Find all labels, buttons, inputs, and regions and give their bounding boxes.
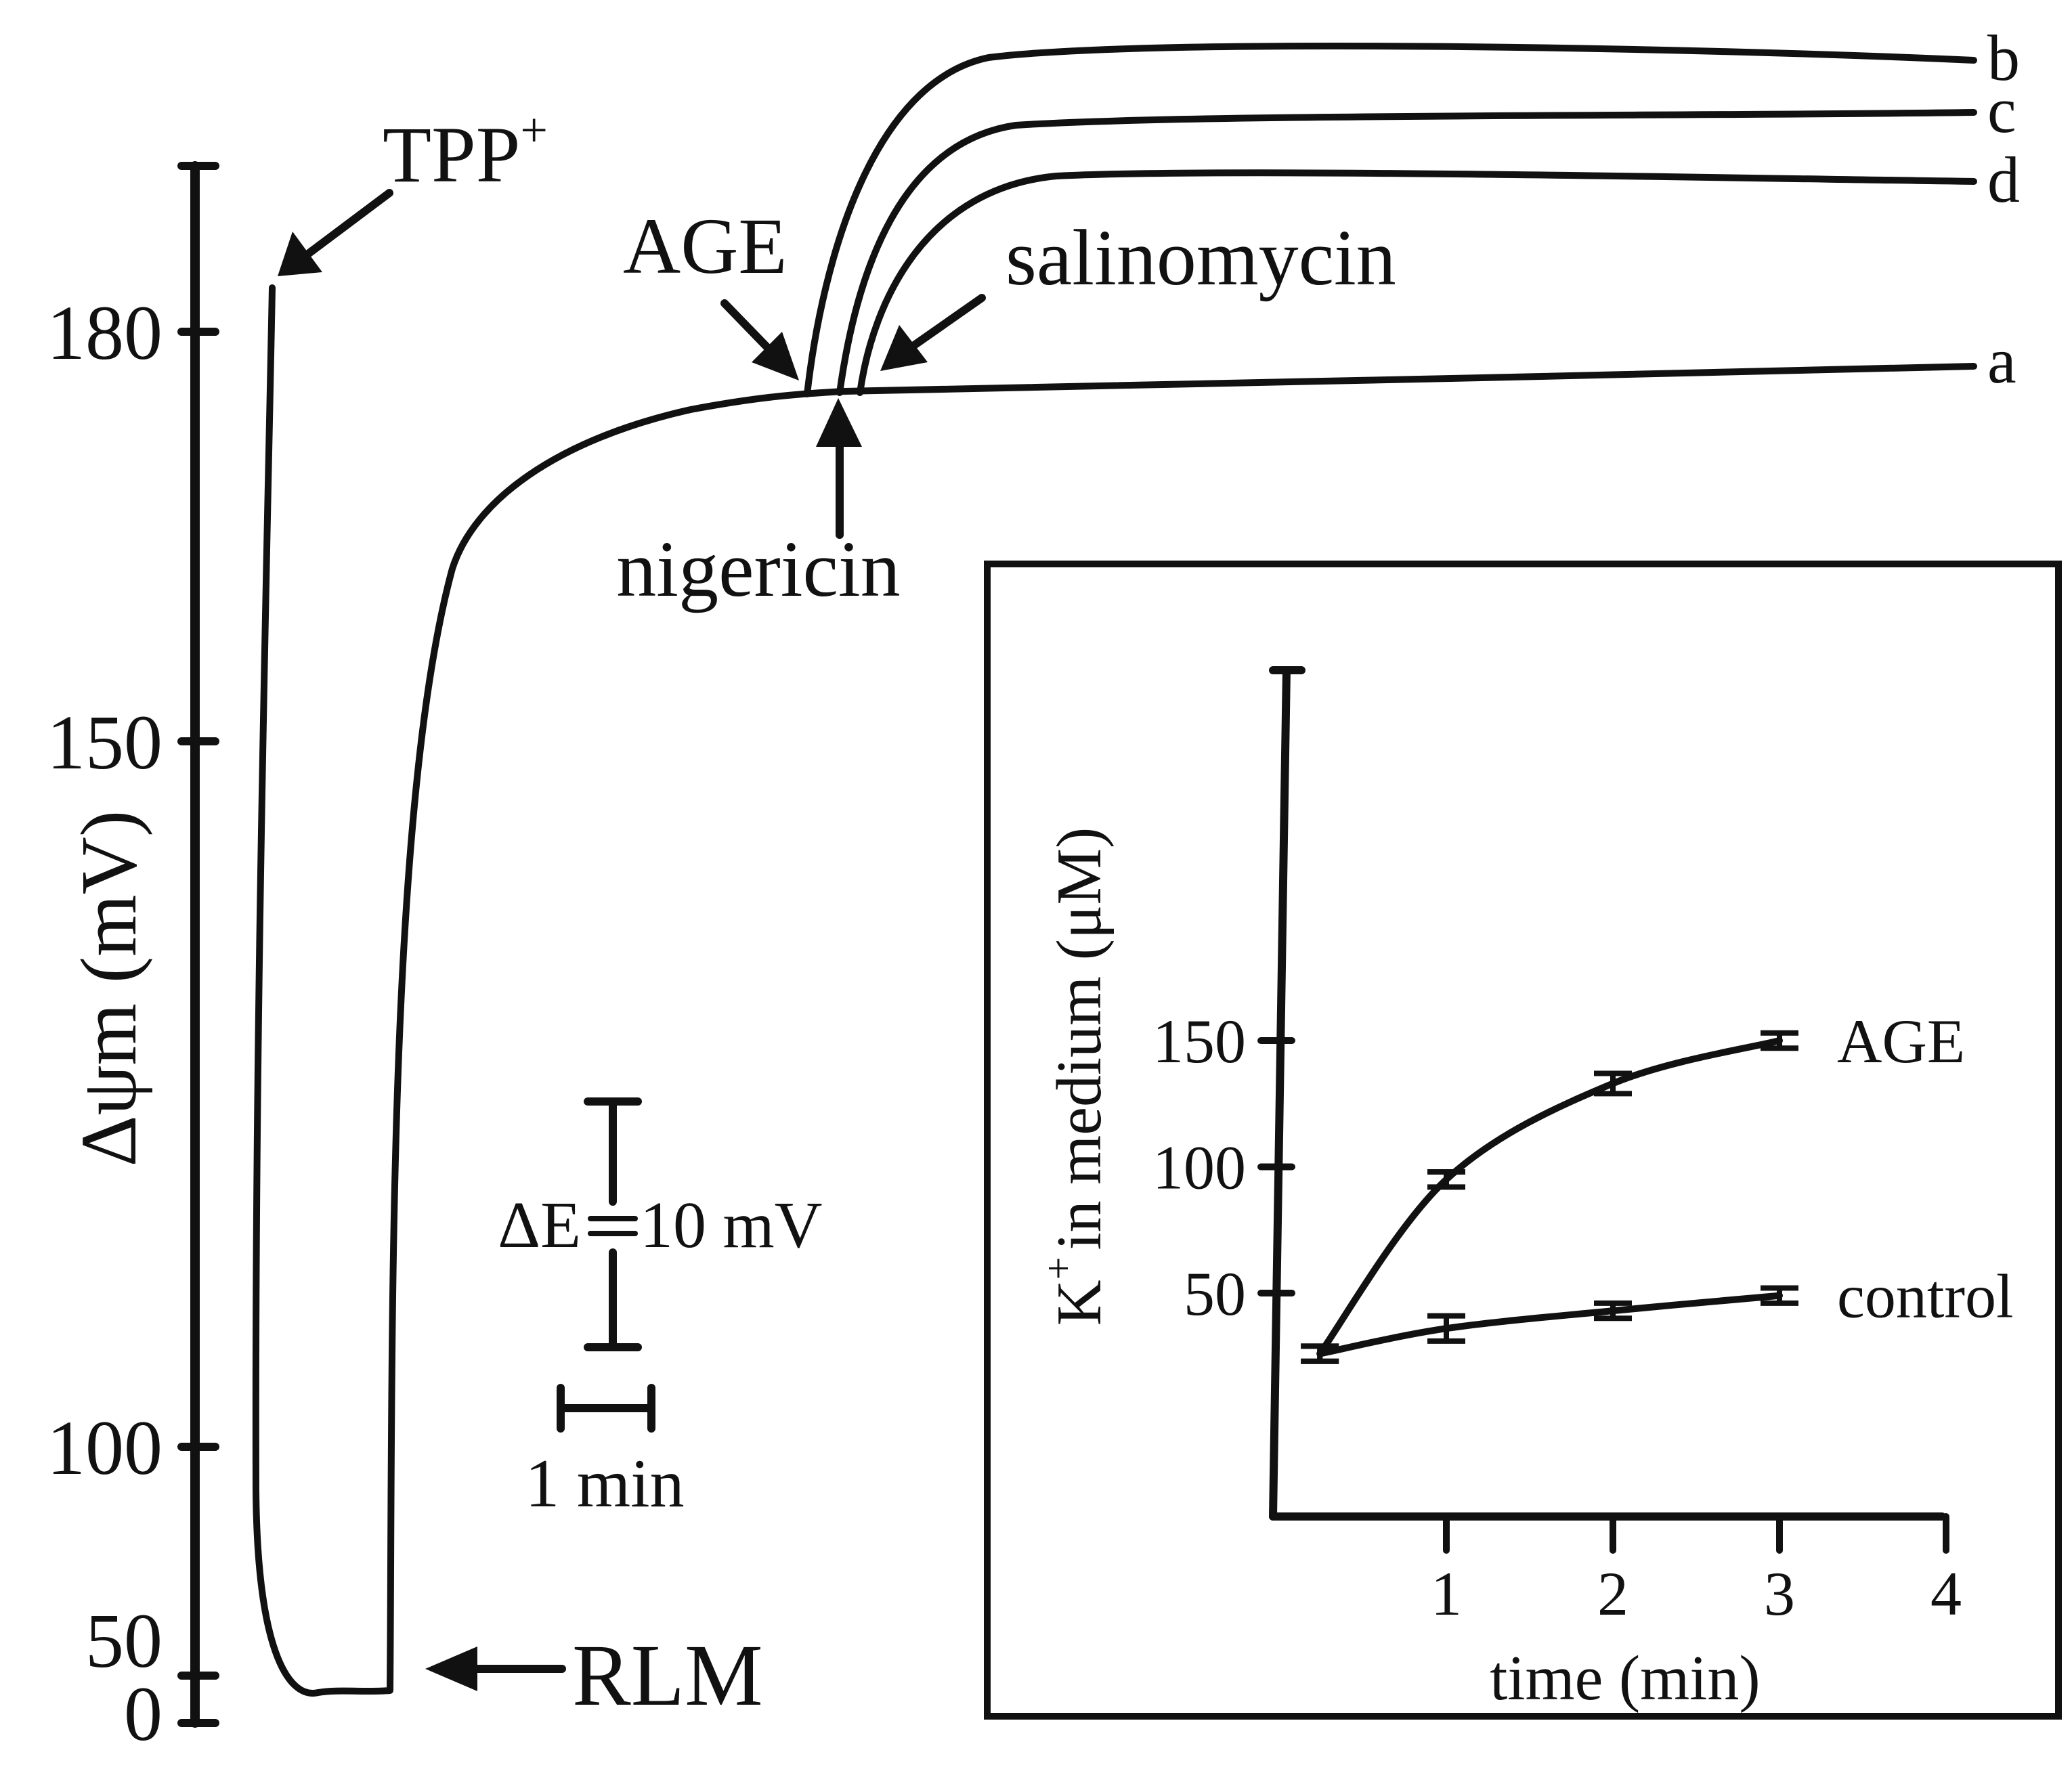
main-y-tick-label-150: 150 <box>47 699 163 785</box>
series-line-b <box>804 42 1977 397</box>
inset-y-tick-label: 50 <box>1184 1259 1246 1328</box>
series-label-a: a <box>1987 324 2016 397</box>
inset-x-ticks: 1 2 3 4 <box>1431 1513 1962 1628</box>
arrow-salinomycin-shaft <box>910 294 986 349</box>
inset-x-axis-label: time (min) <box>1490 1643 1760 1714</box>
inset-error-bar-AGE <box>1594 1070 1632 1097</box>
main-y-axis-label: Δψm (mV) <box>64 810 153 1167</box>
annotation-tpp-text: TPP <box>383 110 520 199</box>
arrow-tpp-head <box>278 232 322 276</box>
series-line-a <box>252 284 1977 1697</box>
inset-y-axis-label: K+ in medium (μM) <box>1036 827 1115 1326</box>
inset-y-axis <box>1269 666 1291 1521</box>
arrow-age-shaft <box>720 299 773 353</box>
inset-series-label-AGE: AGE <box>1837 1007 1965 1076</box>
inset-error-bar-control <box>1427 1313 1465 1344</box>
inset-x-tick-label: 3 <box>1764 1559 1795 1628</box>
inset-x-tick-label: 1 <box>1431 1559 1462 1628</box>
inset-error-bar-AGE <box>1761 1030 1798 1051</box>
inset-frame <box>984 561 2062 1720</box>
arrow-nigericin-head <box>816 398 862 447</box>
annotation-age: AGE <box>623 202 787 290</box>
inset-series-label-control: control <box>1837 1262 2014 1331</box>
inset-error-bar-control <box>1301 1343 1339 1364</box>
series-label-d: d <box>1987 144 2020 216</box>
inset-error-bar-AGE <box>1427 1169 1465 1190</box>
arrow-age-head <box>752 332 799 380</box>
arrow-tpp-shaft <box>304 189 393 258</box>
arrow-salinomycin-head <box>880 325 928 371</box>
inset-error-bar-control <box>1594 1300 1632 1322</box>
annotation-tpp: TPP+ <box>383 103 548 199</box>
inset-y-tick-label: 100 <box>1152 1133 1246 1202</box>
series-label-b: b <box>1987 22 2020 94</box>
series-line-d <box>857 169 1977 396</box>
inset-series: AGE control <box>1301 1007 2014 1364</box>
main-y-tick-label-50: 50 <box>85 1598 163 1684</box>
inset-series-line-AGE <box>1316 1037 1783 1357</box>
series-label-c: c <box>1987 74 2016 146</box>
annotation-nigericin: nigericin <box>616 525 900 613</box>
main-y-tick-label-0: 0 <box>124 1671 163 1757</box>
scale-bar-delta-e-label: ΔE <box>498 1189 581 1262</box>
inset-y-axis-label-rest: in medium (μM) <box>1044 827 1115 1250</box>
inset-x-tick-label: 4 <box>1930 1559 1962 1628</box>
main-y-tick-label-100: 100 <box>47 1405 163 1491</box>
series-line-c <box>836 109 1977 396</box>
inset-series-line-control <box>1316 1292 1783 1357</box>
annotation-salinomycin: salinomycin <box>1006 213 1396 302</box>
main-panel: 180 150 100 50 0 Δψm (mV) b c d a TPP+ R… <box>47 22 2020 1757</box>
scale-bar-voltage-label: 10 mV <box>640 1189 823 1262</box>
inset-x-tick-label: 2 <box>1597 1559 1628 1628</box>
arrow-rlm-head <box>425 1646 477 1691</box>
inset-y-axis-label-sup: + <box>1036 1257 1081 1280</box>
annotation-tpp-sup: + <box>520 103 548 157</box>
scale-bar-time-label: 1 min <box>525 1445 684 1522</box>
inset-panel: 150 100 50 1 2 3 4 AGE control time (min) K+ in… <box>984 561 2062 1720</box>
annotation-rlm: RLM <box>572 1627 763 1724</box>
inset-y-tick-label: 150 <box>1152 1007 1246 1076</box>
main-y-tick-label-180: 180 <box>47 290 163 376</box>
inset-y-axis-label-k: K <box>1044 1280 1115 1326</box>
inset-error-bar-control <box>1761 1285 1798 1306</box>
inset-y-ticks: 150 100 50 <box>1152 1007 1295 1328</box>
